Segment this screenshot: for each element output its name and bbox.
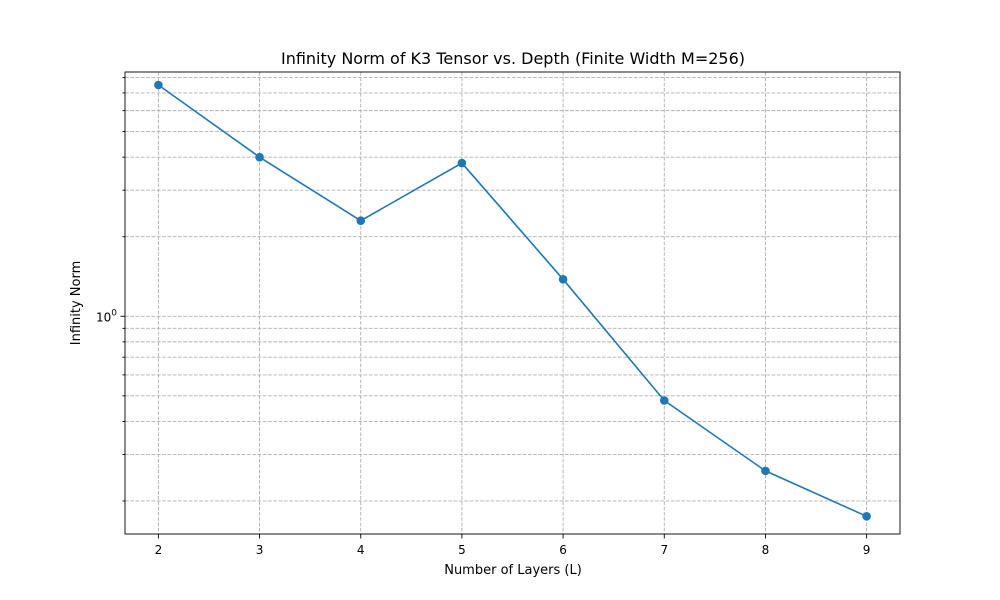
- x-tick-label: 7: [660, 543, 668, 557]
- data-point: [356, 216, 366, 225]
- chart-title: Infinity Norm of K3 Tensor vs. Depth (Fi…: [281, 49, 745, 68]
- x-tick-label: 2: [155, 543, 163, 557]
- x-tick-label: 6: [559, 543, 567, 557]
- x-tick-label: 3: [256, 543, 264, 557]
- y-axis-label: Infinity Norm: [69, 261, 84, 346]
- y-axis-ticks: 100: [96, 77, 125, 502]
- data-point: [659, 396, 669, 405]
- y-tick-label: 100: [96, 308, 117, 324]
- x-tick-label: 5: [458, 543, 466, 557]
- series-layer: [154, 80, 871, 521]
- data-point: [154, 80, 163, 90]
- data-point: [761, 466, 770, 476]
- data-point: [862, 512, 871, 521]
- x-axis-ticks: 2 3 4 5 6 7 8 9: [155, 534, 871, 557]
- x-tick-label: 8: [762, 543, 770, 557]
- x-tick-label: 9: [863, 543, 871, 557]
- grid: [125, 72, 900, 534]
- data-point: [255, 152, 264, 162]
- series-line: [157, 84, 867, 518]
- x-tick-label: 4: [357, 543, 365, 557]
- x-axis-label: Number of Layers (L): [444, 563, 582, 578]
- plot-frame: [124, 71, 901, 535]
- data-point: [558, 274, 568, 284]
- data-point: [457, 158, 467, 168]
